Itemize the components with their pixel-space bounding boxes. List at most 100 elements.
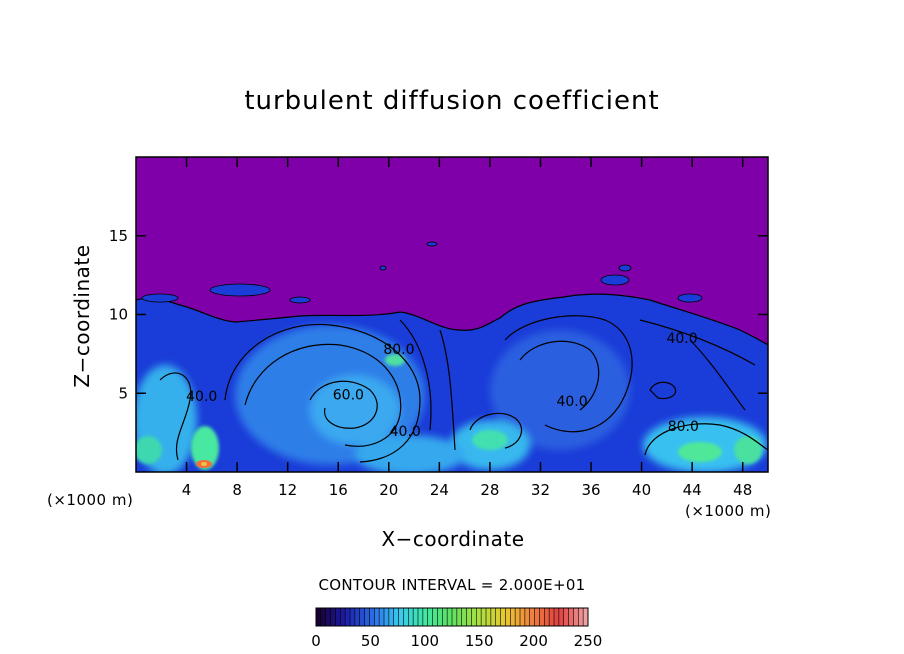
colorbar-swatch	[520, 608, 526, 626]
colorbar-swatch	[442, 608, 448, 626]
colorbar-swatch	[456, 608, 463, 626]
y-tick-label: 10	[109, 306, 128, 324]
turbulence-field	[136, 241, 768, 472]
colorbar-swatch	[413, 608, 419, 626]
colorbar-swatch	[490, 608, 497, 626]
colorbar-swatch	[345, 608, 351, 626]
contour-line	[309, 380, 378, 429]
x-tick-label: 4	[182, 481, 192, 499]
x-tick-label: 48	[733, 481, 752, 499]
colorbar-swatch	[316, 608, 322, 626]
colorbar-swatch	[335, 608, 341, 626]
contour-interval-label: CONTOUR INTERVAL = 2.000E+01	[318, 576, 586, 594]
colorbar-frame	[315, 607, 589, 627]
colorbar-swatch	[554, 608, 560, 626]
high-value-pocket	[385, 354, 405, 366]
high-value-pocket	[472, 430, 508, 450]
colorbar-swatch	[500, 608, 506, 626]
y-tick-label: 15	[109, 227, 128, 245]
colorbar-swatch	[447, 608, 453, 626]
colorbar-tick-label: 0	[311, 632, 321, 650]
colorbar-swatch	[330, 608, 336, 626]
x-tick-label: 28	[480, 481, 499, 499]
contour-line	[649, 381, 677, 400]
colorbar-tick-label: 250	[574, 632, 603, 650]
colorbar-swatch	[481, 608, 487, 626]
high-value-pocket	[191, 426, 219, 470]
y-axis-unit: (×1000 m)	[47, 491, 134, 509]
mid-bottom-eddy	[355, 435, 465, 472]
x-tick-label: 36	[581, 481, 600, 499]
cloud-wisp	[209, 283, 271, 297]
x-tick-label: 12	[278, 481, 297, 499]
y-tick-label: 5	[118, 384, 128, 402]
cloud-wisp	[677, 293, 703, 303]
colorbar-swatch	[563, 608, 570, 626]
colorbar-swatch	[471, 608, 477, 626]
contour-value-label: 80.0	[668, 419, 699, 435]
right-vortex	[490, 330, 630, 450]
colorbar-swatch	[583, 608, 589, 626]
colorbar-swatch	[437, 608, 443, 626]
cloud-wisp	[600, 274, 630, 286]
colorbar-swatch	[568, 608, 574, 626]
colorbar-swatch	[578, 608, 584, 626]
contour-line	[159, 372, 192, 461]
colorbar-swatch	[384, 608, 390, 626]
cloud-wisp	[426, 241, 438, 247]
colorbar-swatch	[466, 608, 472, 626]
colorbar-swatch	[573, 608, 579, 626]
contour-line	[399, 319, 432, 431]
high-value-pocket	[678, 442, 722, 462]
colorbar-swatch	[398, 608, 404, 626]
colorbar-tick-label: 50	[361, 632, 380, 650]
contour-value-label: 40.0	[666, 331, 697, 347]
colorbar-swatch	[476, 608, 482, 626]
cloud-wisp	[141, 293, 179, 303]
colorbar-swatch	[427, 608, 434, 626]
colorbar-swatch	[393, 608, 400, 626]
contour-value-label: 60.0	[333, 388, 364, 404]
contour-line	[136, 293, 768, 346]
colorbar-swatch	[359, 608, 366, 626]
high-value-pocket	[734, 436, 762, 464]
colorbar-swatch	[461, 608, 468, 626]
colorbar-swatch	[549, 608, 555, 626]
colorbar-tick-label: 100	[410, 632, 439, 650]
colorbar-swatch	[495, 608, 502, 626]
contour-value-label: 40.0	[186, 389, 217, 405]
colorbar-swatch	[486, 608, 492, 626]
x-axis-unit: (×1000 m)	[685, 502, 772, 520]
left-vortex-core	[310, 375, 400, 445]
contour-value-label: 80.0	[383, 342, 414, 358]
colorbar-tick-label: 150	[465, 632, 494, 650]
contour-value-label: 40.0	[390, 424, 421, 440]
cloud-wisp	[618, 264, 632, 272]
x-axis-label: X−coordinate	[381, 527, 525, 551]
contour-value-label: 40.0	[556, 394, 587, 410]
colorbar-swatch	[534, 608, 540, 626]
hot-spot-core	[201, 462, 207, 466]
x-tick-label: 8	[232, 481, 242, 499]
colorbar-swatch	[364, 608, 370, 626]
colorbar-swatch	[422, 608, 429, 626]
colorbar-swatch	[505, 608, 511, 626]
cloud-wisp	[289, 296, 311, 304]
x-tick-label: 16	[329, 481, 348, 499]
colorbar-swatch	[369, 608, 375, 626]
contour-line	[504, 315, 633, 433]
colorbar-tick-label: 200	[519, 632, 548, 650]
colorbar-swatch	[432, 608, 438, 626]
colorbar-swatch	[558, 608, 565, 626]
colorbar-swatch	[524, 608, 531, 626]
colorbar-swatch	[340, 608, 346, 626]
x-tick-label: 20	[379, 481, 398, 499]
contour-line	[689, 339, 746, 411]
cloud-wisp	[379, 265, 387, 271]
colorbar-swatch	[325, 608, 332, 626]
x-tick-label: 40	[632, 481, 651, 499]
colorbar-swatch	[515, 608, 521, 626]
colorbar-swatch	[544, 608, 550, 626]
colorbar-swatch	[539, 608, 545, 626]
